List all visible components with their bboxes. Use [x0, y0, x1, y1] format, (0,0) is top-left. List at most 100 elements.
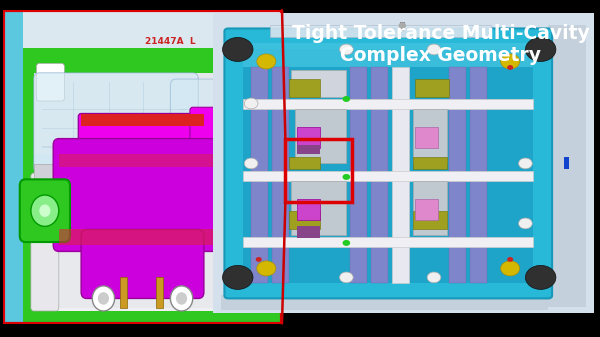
FancyBboxPatch shape: [81, 229, 204, 299]
Bar: [157, 276, 163, 308]
Bar: [289, 157, 320, 170]
Bar: [23, 311, 282, 324]
Bar: [34, 164, 254, 179]
Bar: [179, 124, 248, 126]
Bar: [289, 80, 320, 97]
Bar: [400, 23, 406, 31]
Circle shape: [170, 286, 193, 311]
Bar: [415, 80, 449, 97]
FancyBboxPatch shape: [224, 28, 552, 299]
Bar: [109, 82, 110, 164]
Circle shape: [244, 158, 258, 169]
Bar: [295, 110, 346, 163]
Bar: [120, 276, 127, 308]
Circle shape: [98, 292, 109, 305]
Bar: [34, 73, 254, 167]
Bar: [413, 157, 448, 170]
Text: 21447A  L: 21447A L: [145, 37, 196, 46]
Circle shape: [343, 174, 350, 180]
Bar: [23, 73, 34, 324]
Bar: [272, 67, 289, 283]
Bar: [413, 211, 448, 229]
Bar: [297, 127, 320, 148]
Bar: [413, 110, 448, 163]
FancyBboxPatch shape: [53, 139, 232, 251]
Bar: [81, 114, 204, 126]
Circle shape: [343, 96, 350, 102]
Circle shape: [340, 44, 353, 55]
Circle shape: [526, 266, 556, 289]
Circle shape: [526, 37, 556, 61]
Bar: [59, 154, 226, 167]
Bar: [251, 67, 268, 283]
Bar: [59, 229, 226, 245]
Bar: [179, 109, 248, 111]
Bar: [73, 82, 74, 164]
Bar: [3, 10, 23, 324]
Circle shape: [427, 44, 441, 55]
Bar: [291, 181, 346, 236]
FancyBboxPatch shape: [223, 63, 251, 101]
Circle shape: [340, 272, 353, 283]
Circle shape: [223, 266, 253, 289]
Circle shape: [427, 272, 441, 283]
Bar: [56, 176, 229, 308]
Bar: [244, 237, 533, 247]
Bar: [270, 26, 491, 37]
Bar: [413, 181, 448, 236]
FancyBboxPatch shape: [31, 173, 59, 311]
Bar: [42, 109, 187, 111]
Bar: [34, 73, 254, 154]
Bar: [297, 200, 320, 220]
Circle shape: [398, 23, 406, 29]
Bar: [297, 226, 320, 239]
FancyBboxPatch shape: [190, 107, 257, 164]
Bar: [371, 67, 388, 283]
Circle shape: [257, 261, 276, 276]
Bar: [415, 127, 438, 148]
Bar: [415, 200, 438, 220]
FancyBboxPatch shape: [20, 179, 70, 242]
Bar: [286, 140, 352, 203]
Bar: [297, 146, 320, 154]
Circle shape: [518, 218, 532, 229]
Bar: [244, 43, 533, 67]
Circle shape: [223, 37, 253, 61]
Bar: [548, 26, 586, 307]
Circle shape: [39, 205, 50, 217]
Bar: [143, 82, 144, 164]
FancyBboxPatch shape: [34, 73, 198, 173]
Bar: [289, 211, 320, 229]
Bar: [291, 70, 346, 97]
Bar: [34, 73, 254, 311]
Bar: [244, 50, 533, 283]
Bar: [449, 67, 466, 283]
Bar: [42, 147, 187, 148]
Text: Tight Tolerance Multi-Cavity
Complex Geometry: Tight Tolerance Multi-Cavity Complex Geo…: [292, 24, 590, 65]
Circle shape: [92, 286, 115, 311]
Circle shape: [257, 54, 276, 69]
Bar: [221, 296, 548, 310]
Bar: [350, 67, 367, 283]
Circle shape: [256, 257, 262, 262]
Bar: [470, 67, 487, 283]
Circle shape: [176, 292, 187, 305]
FancyBboxPatch shape: [215, 179, 265, 242]
Bar: [23, 48, 282, 73]
Bar: [179, 143, 248, 145]
FancyBboxPatch shape: [226, 173, 254, 311]
FancyBboxPatch shape: [37, 63, 64, 101]
Circle shape: [226, 195, 254, 226]
Circle shape: [31, 195, 59, 226]
FancyBboxPatch shape: [170, 79, 260, 167]
Circle shape: [244, 98, 258, 109]
Circle shape: [500, 54, 520, 69]
Circle shape: [500, 261, 520, 276]
Circle shape: [507, 65, 513, 70]
Bar: [563, 157, 569, 170]
Circle shape: [343, 240, 350, 246]
FancyBboxPatch shape: [79, 114, 206, 157]
Circle shape: [507, 257, 513, 262]
Bar: [244, 171, 533, 181]
Bar: [254, 73, 282, 324]
